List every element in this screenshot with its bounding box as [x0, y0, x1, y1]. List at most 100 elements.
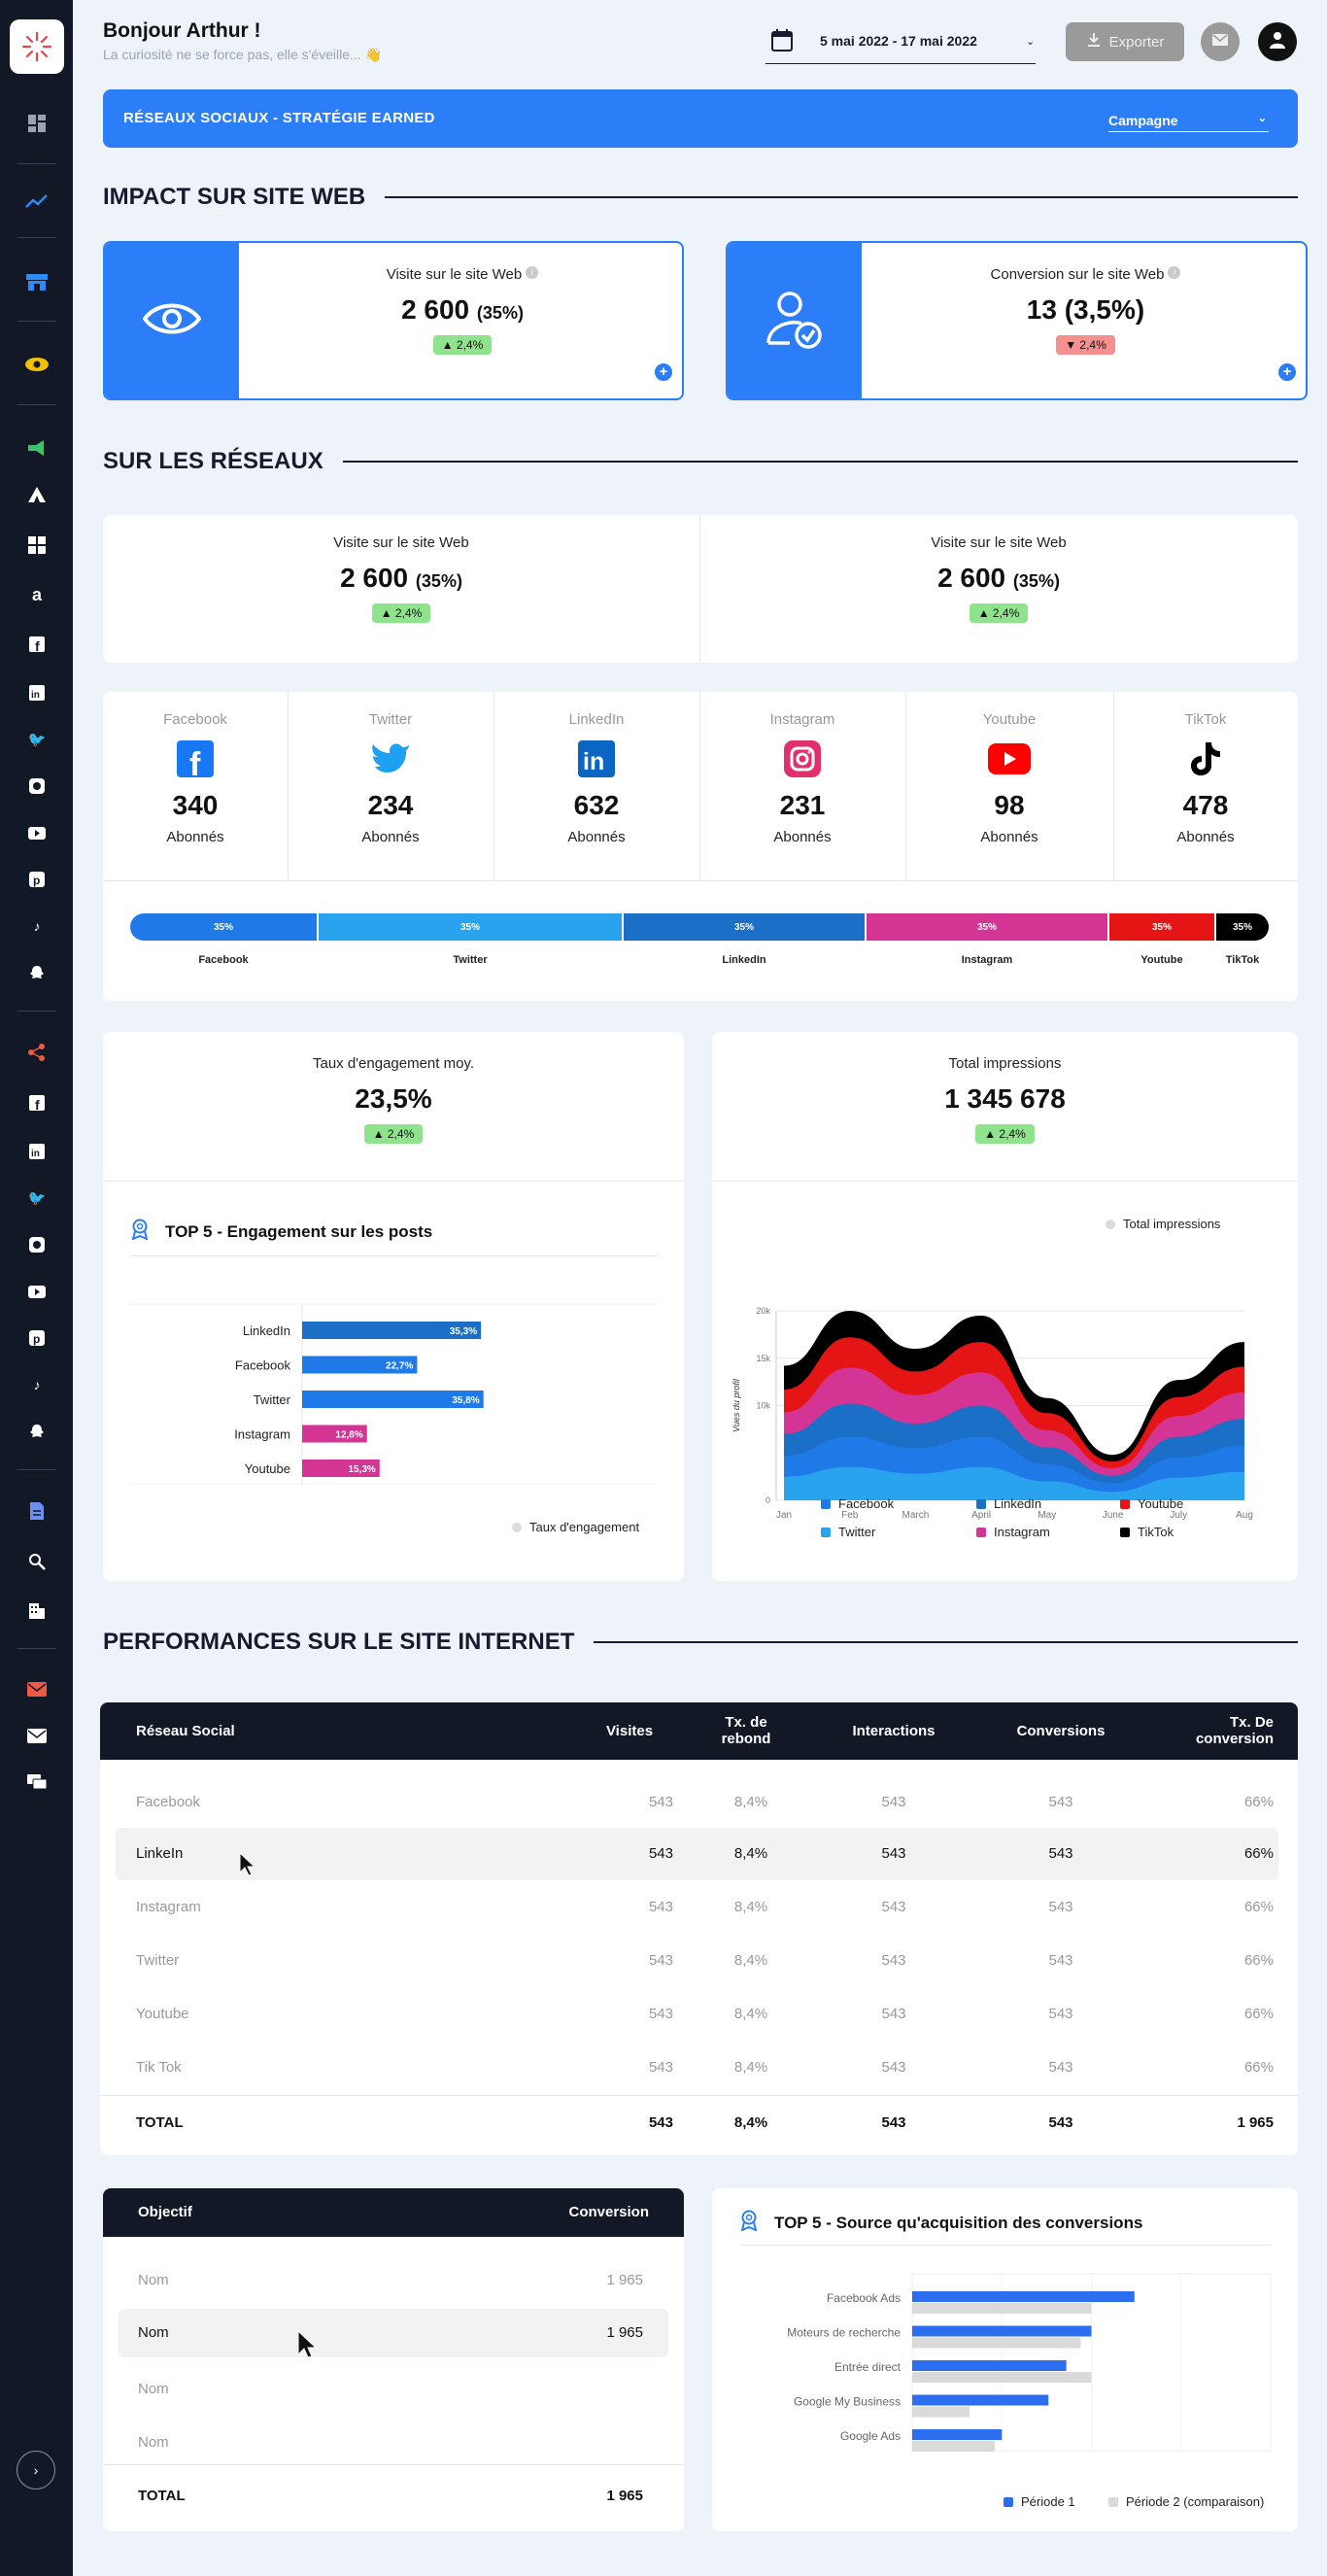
bar-value-label: 15,3%	[348, 1464, 375, 1475]
export-button[interactable]: Exporter	[1066, 22, 1184, 61]
search-icon[interactable]	[24, 1549, 50, 1574]
share-segment-tiktok[interactable]: 35%	[1216, 913, 1269, 941]
table-row[interactable]: Tik Tok 543 8,4% 543 543 66%	[116, 2042, 1278, 2094]
mail-icon-2[interactable]	[24, 1723, 50, 1748]
adwords-icon[interactable]	[24, 482, 50, 507]
acquisition-bar-p2	[912, 2337, 1081, 2349]
network-instagram[interactable]: Instagram 231 Abonnés	[699, 711, 905, 845]
share-segment-facebook[interactable]: 35%	[130, 913, 317, 941]
info-icon[interactable]: i	[1168, 266, 1181, 279]
app-logo[interactable]	[10, 19, 64, 74]
acquisition-bar-p2	[912, 2372, 1092, 2383]
network-linkedin[interactable]: LinkedIn in 632 Abonnés	[493, 711, 699, 845]
col-bounce[interactable]: Tx. de rebond	[721, 1714, 771, 1747]
table-cell: 543	[1048, 1952, 1073, 1969]
facebook-icon: f	[103, 739, 288, 778]
facebook-icon-2[interactable]: f	[24, 1090, 50, 1116]
linkedin-icon-2[interactable]: in	[24, 1139, 50, 1164]
table-row[interactable]: Nom	[119, 2419, 668, 2467]
document-icon[interactable]	[24, 1498, 50, 1524]
table-cell: 66%	[1243, 1952, 1274, 1969]
area-legend-youtube[interactable]: Youtube	[1120, 1496, 1183, 1511]
mail-icon[interactable]	[24, 1676, 50, 1701]
table-row[interactable]: Instagram 543 8,4% 543 543 66%	[116, 1881, 1278, 1934]
table-row[interactable]: Twitter 543 8,4% 543 543 66%	[116, 1935, 1278, 1987]
date-range-picker[interactable]: 5 mai 2022 - 17 mai 2022 ⌄	[766, 21, 1036, 64]
svg-text:p: p	[33, 1332, 40, 1346]
add-icon[interactable]: +	[655, 363, 672, 381]
snapchat-icon[interactable]	[24, 960, 50, 985]
acquisition-card: TOP 5 - Source qu'acquisition des conver…	[712, 2188, 1298, 2531]
megaphone-icon[interactable]	[24, 435, 50, 461]
info-icon[interactable]: i	[526, 266, 539, 279]
bar-label: Youtube	[245, 1461, 290, 1476]
store-icon[interactable]	[24, 269, 50, 294]
youtube-icon[interactable]	[24, 820, 50, 845]
tiktok-icon-2[interactable]: ♪	[33, 1377, 41, 1392]
area-legend-linkedin[interactable]: LinkedIn	[976, 1496, 1041, 1511]
trend-icon[interactable]	[24, 189, 50, 214]
dashboard-icon[interactable]	[24, 111, 50, 136]
eye-icon[interactable]	[24, 352, 50, 377]
campaign-select[interactable]: Campagne ⌄	[1108, 109, 1269, 132]
amazon-icon[interactable]: a	[31, 584, 42, 604]
tiktok-icon[interactable]: ♪	[33, 918, 41, 934]
col-objective[interactable]: Objectif	[138, 2204, 192, 2220]
col-conversions[interactable]: Conversions	[1016, 1723, 1106, 1739]
mail-button[interactable]	[1201, 22, 1240, 61]
col-interactions[interactable]: Interactions	[852, 1723, 936, 1739]
pinterest-icon[interactable]: p	[24, 867, 50, 892]
table-row[interactable]: Nom	[119, 2365, 668, 2414]
col-conversion[interactable]: Conversion	[568, 2204, 649, 2220]
share-label: Facebook	[198, 954, 249, 966]
bar-value-label: 12,8%	[335, 1430, 362, 1441]
share-segment-twitter[interactable]: 35%	[319, 913, 622, 941]
add-icon[interactable]: +	[1278, 363, 1296, 381]
chat-icon[interactable]	[24, 1770, 50, 1796]
col-network[interactable]: Réseau Social	[136, 1723, 235, 1739]
pinterest-icon-2[interactable]: p	[24, 1325, 50, 1351]
share-segment-linkedin[interactable]: 35%	[624, 913, 865, 941]
twitter-icon-2[interactable]: 🐦	[27, 1190, 47, 1207]
area-legend-instagram[interactable]: Instagram	[976, 1525, 1050, 1539]
network-twitter[interactable]: Twitter 234 Abonnés	[288, 711, 493, 845]
acquisition-bar-p2	[912, 2303, 1092, 2314]
snapchat-icon-2[interactable]	[24, 1419, 50, 1444]
table-cell: 543	[648, 1952, 673, 1969]
table-row[interactable]: Nom 1 965	[119, 2309, 668, 2357]
area-legend-facebook[interactable]: Facebook	[821, 1496, 894, 1511]
facebook-icon[interactable]: f	[24, 632, 50, 657]
instagram-icon[interactable]	[24, 773, 50, 799]
network-tiktok[interactable]: TikTok 478 Abonnés	[1113, 711, 1298, 845]
share-icon[interactable]	[24, 1040, 50, 1065]
networks-card: Facebook f 340 Abonnés Twitter 234 Abonnés Link…	[103, 692, 1298, 1001]
x-tick-label: Jan	[776, 1510, 792, 1521]
table-row[interactable]: Nom 1 965	[119, 2256, 668, 2305]
network-facebook[interactable]: Facebook f 340 Abonnés	[103, 711, 288, 845]
network-youtube[interactable]: Youtube 98 Abonnés	[905, 711, 1113, 845]
chevron-down-icon: ⌄	[1026, 36, 1036, 48]
area-legend-twitter[interactable]: Twitter	[821, 1525, 875, 1539]
table-row[interactable]: LinkeIn 543 8,4% 543 543 66%	[116, 1828, 1278, 1880]
twitter-icon[interactable]: 🐦	[27, 732, 47, 748]
expand-sidebar-button[interactable]: ›	[17, 2451, 55, 2490]
area-legend-tiktok[interactable]: TikTok	[1120, 1525, 1174, 1539]
instagram-icon-2[interactable]	[24, 1232, 50, 1257]
col-visits[interactable]: Visites	[605, 1723, 654, 1739]
windows-icon[interactable]	[24, 532, 50, 558]
building-icon[interactable]	[24, 1597, 50, 1623]
network-followers-label: Abonnés	[1176, 829, 1235, 845]
user-button[interactable]	[1258, 22, 1297, 61]
table-row[interactable]: Youtube 543 8,4% 543 543 66%	[116, 1988, 1278, 2041]
table-total-cell: TOTAL	[136, 2114, 184, 2131]
network-followers-value: 98	[994, 790, 1025, 820]
impressions-label: Total impressions	[948, 1055, 1062, 1072]
linkedin-icon[interactable]: in	[24, 680, 50, 705]
share-segment-instagram[interactable]: 35%	[867, 913, 1107, 941]
summary-trend-1: ▲ 2,4%	[371, 603, 431, 623]
youtube-icon-2[interactable]	[24, 1279, 50, 1304]
table-row[interactable]: Facebook 543 8,4% 543 543 66%	[116, 1776, 1278, 1829]
col-conversion-rate[interactable]: Tx. De conversion	[1195, 1714, 1274, 1747]
share-segment-youtube[interactable]: 35%	[1109, 913, 1214, 941]
kpi-card-visits: Visite sur le site Web i 2 600 (35%) ▲ 2,…	[103, 241, 684, 400]
